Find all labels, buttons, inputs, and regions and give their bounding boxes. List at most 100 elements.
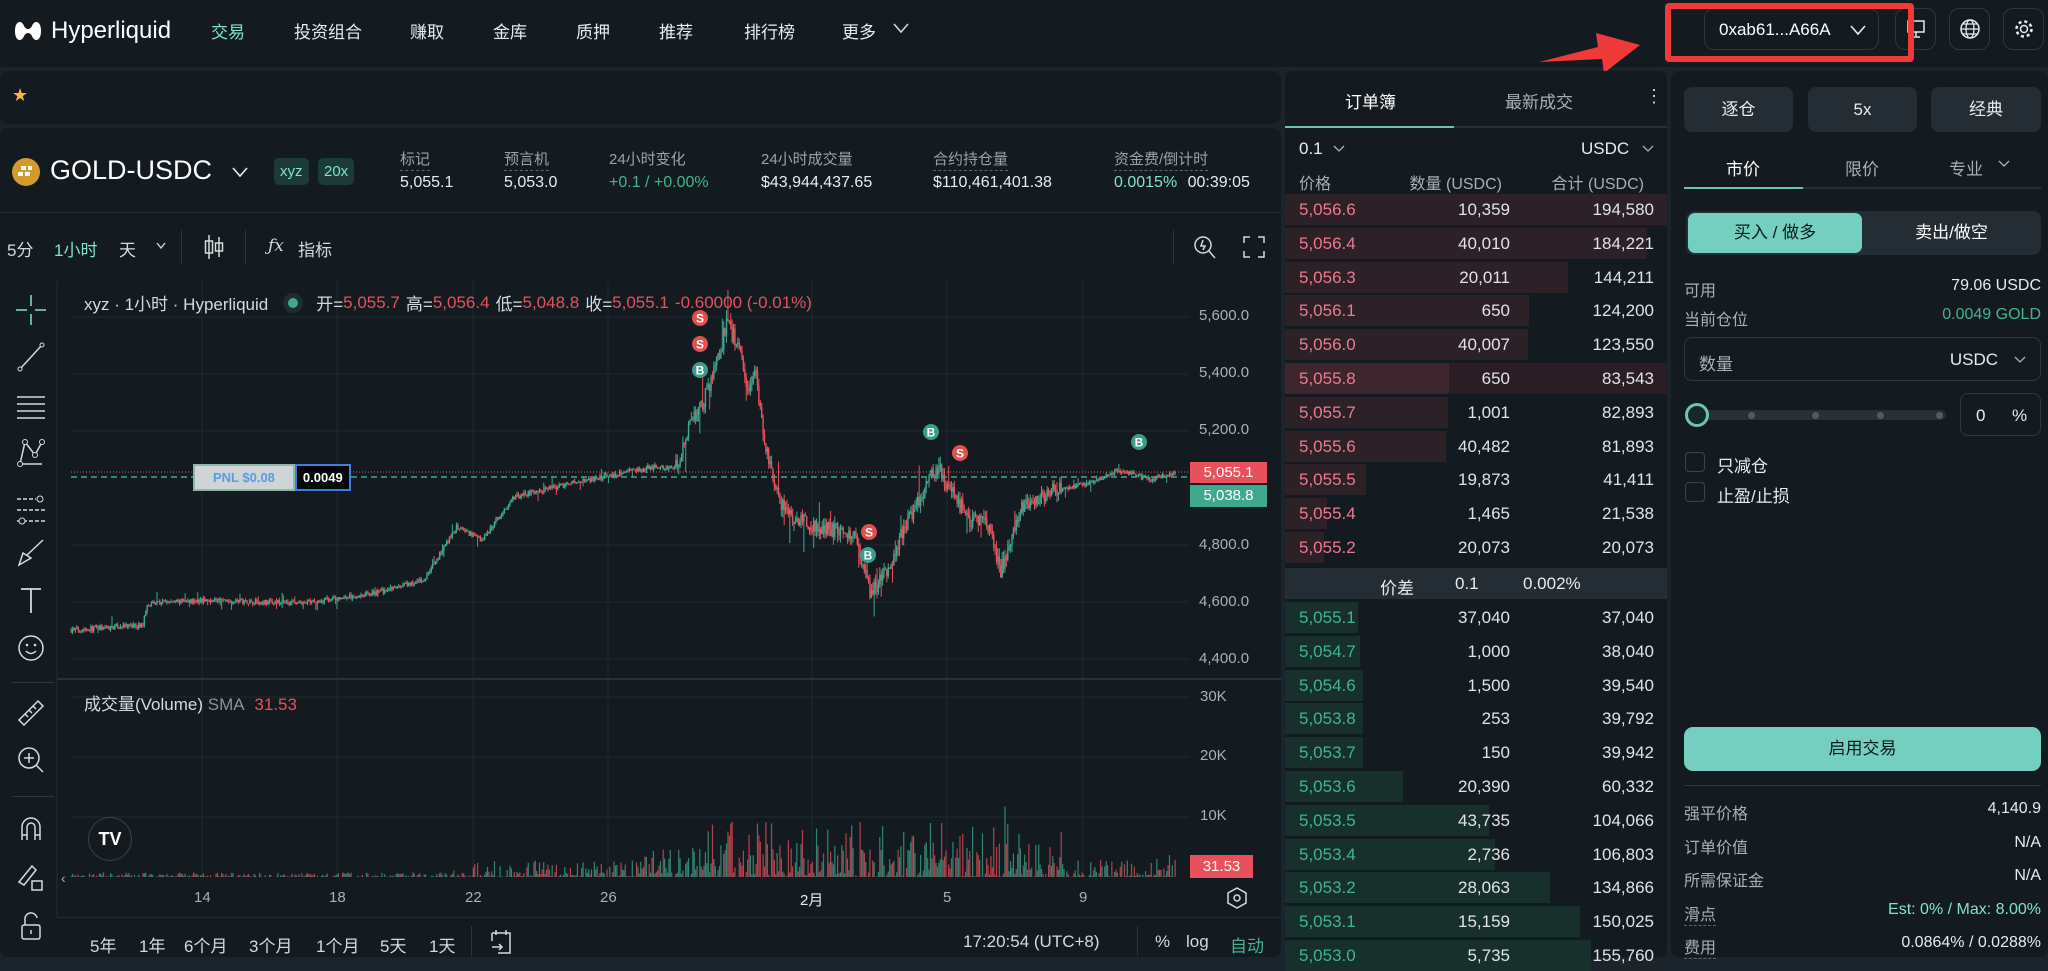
tp-sl-checkbox[interactable] xyxy=(1685,482,1705,502)
percent-input[interactable]: 0 % xyxy=(1960,393,2041,436)
tab-limit[interactable]: 限价 xyxy=(1845,155,1879,180)
range-3m[interactable]: 3个月 xyxy=(249,932,292,957)
language-button[interactable] xyxy=(1949,8,1990,50)
volume-bar xyxy=(349,874,350,877)
tab-pro[interactable]: 专业 xyxy=(1949,155,1983,180)
range-6m[interactable]: 6个月 xyxy=(184,932,227,957)
volume-bar xyxy=(189,876,190,877)
slider-handle[interactable] xyxy=(1685,403,1709,427)
unit-select[interactable]: USDC xyxy=(1581,139,1629,159)
position-value: 0.0049 GOLD xyxy=(1942,306,2041,324)
volume-bar xyxy=(343,873,344,877)
tab-market[interactable]: 市价 xyxy=(1726,155,1760,180)
volume-bar xyxy=(419,873,420,877)
candle-body xyxy=(807,527,808,530)
volume-bar xyxy=(172,875,173,877)
margin-mode-button[interactable]: 逐仓 xyxy=(1684,87,1793,132)
candle-body xyxy=(457,525,458,529)
log-scale-toggle[interactable]: log xyxy=(1186,932,1209,952)
candle-body xyxy=(971,526,972,528)
buy-long-button[interactable]: 买入 / 做多 xyxy=(1688,213,1862,253)
mode-button[interactable]: 经典 xyxy=(1931,87,2041,132)
tradingview-logo[interactable]: TV xyxy=(88,817,132,861)
ask-size: 1,001 xyxy=(1467,403,1510,423)
candle-body xyxy=(854,531,855,534)
volume-bar xyxy=(1175,860,1176,877)
candle-body xyxy=(1134,472,1135,473)
volume-bar xyxy=(751,874,752,877)
volume-bar xyxy=(1004,806,1005,877)
range-1y[interactable]: 1年 xyxy=(139,932,165,957)
tick-size-select[interactable]: 0.1 xyxy=(1299,139,1323,159)
volume-bar xyxy=(203,873,204,877)
volume-bar xyxy=(653,851,654,877)
chart-settings-icon[interactable] xyxy=(1227,887,1247,909)
candle-body xyxy=(661,466,662,467)
quantity-input[interactable]: 数量 USDC xyxy=(1684,337,2041,381)
sell-short-button[interactable]: 卖出/做空 xyxy=(1864,213,2039,253)
candle-body xyxy=(447,542,448,543)
volume-bar xyxy=(391,876,392,877)
candle-body xyxy=(1059,483,1060,493)
candle-body xyxy=(1004,556,1005,568)
percent-scale-toggle[interactable]: % xyxy=(1155,932,1170,952)
volume-bar xyxy=(843,851,844,877)
clock[interactable]: 17:20:54 (UTC+8) xyxy=(963,932,1100,952)
chevron-down-icon[interactable] xyxy=(2014,356,2026,364)
volume-bar xyxy=(1115,870,1116,877)
position-line-label[interactable]: PNL $0.08 0.0049 xyxy=(193,464,351,491)
range-5d[interactable]: 5天 xyxy=(380,932,406,957)
volume-bar xyxy=(571,875,572,877)
volume-bar xyxy=(536,871,537,877)
size-slider[interactable] xyxy=(1688,407,1948,423)
volume-bar xyxy=(807,859,808,877)
range-1m[interactable]: 1个月 xyxy=(316,932,359,957)
go-to-date-icon[interactable] xyxy=(490,929,512,955)
more-options-icon[interactable]: ⋮ xyxy=(1645,86,1663,107)
range-1d[interactable]: 1天 xyxy=(429,932,455,957)
candle-body xyxy=(543,492,544,493)
quantity-unit-select[interactable]: USDC xyxy=(1950,350,1998,370)
volume-bar xyxy=(969,851,970,877)
candle-body xyxy=(890,565,891,569)
range-5y[interactable]: 5年 xyxy=(90,932,116,957)
volume-bar xyxy=(914,853,915,877)
margin-required-value: N/A xyxy=(2014,867,2041,885)
tab-orderbook[interactable]: 订单簿 xyxy=(1345,88,1396,113)
candle-body xyxy=(283,600,284,601)
reduce-only-checkbox[interactable] xyxy=(1685,452,1705,472)
leverage-button[interactable]: 5x xyxy=(1808,87,1917,132)
chevron-down-icon[interactable] xyxy=(1333,145,1345,153)
auto-scale-toggle[interactable]: 自动 xyxy=(1230,932,1264,957)
settings-button[interactable] xyxy=(2003,8,2044,50)
candle-body xyxy=(892,565,893,566)
chevron-down-icon[interactable] xyxy=(1642,145,1654,153)
enable-trading-button[interactable]: 启用交易 xyxy=(1684,727,2041,771)
volume-bar xyxy=(533,862,534,877)
chevron-down-icon[interactable] xyxy=(1998,160,2010,168)
volume-bar xyxy=(656,872,657,877)
tab-trades[interactable]: 最新成交 xyxy=(1505,88,1573,113)
